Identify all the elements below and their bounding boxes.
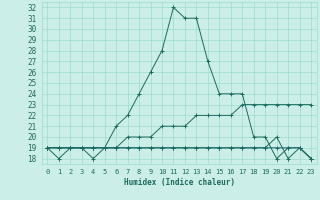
X-axis label: Humidex (Indice chaleur): Humidex (Indice chaleur): [124, 178, 235, 187]
